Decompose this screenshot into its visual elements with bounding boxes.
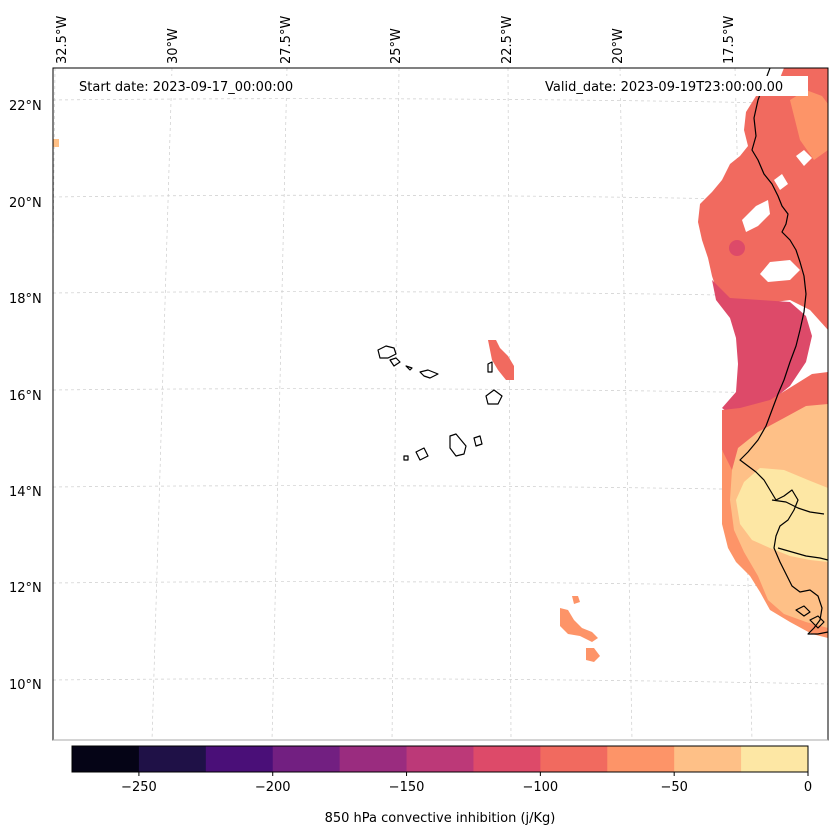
colorbar-tick-label-3: −100 — [523, 780, 559, 795]
longitude-labels: 32.5°W 30°W 27.5°W 25°W 22.5°W 20°W 17.5… — [55, 16, 737, 64]
island-sal — [487, 361, 493, 373]
island-brava — [403, 455, 409, 461]
lat-label-16n: 16°N — [9, 389, 42, 404]
cin-patch-east-islands — [488, 340, 514, 380]
cin-region-salmon-north — [790, 90, 828, 160]
colorbar-bin-9 — [674, 746, 742, 772]
cin-blob-magenta — [729, 240, 745, 256]
cin-region-north — [698, 68, 828, 330]
island-boa-vista — [485, 389, 503, 405]
colorbar-bin-6 — [473, 746, 541, 772]
lon-label-30w: 30°W — [166, 28, 181, 64]
colorbar-bin-3 — [272, 746, 341, 772]
colorbar — [71, 745, 809, 773]
colorbar-ticks: −250 −200 −150 −100 −50 0 — [121, 772, 812, 795]
island-fogo — [415, 447, 429, 461]
lat-label-22n: 22°N — [9, 99, 42, 114]
lon-label-17-5w: 17.5°W — [722, 16, 737, 64]
latitude-labels: 22°N 20°N 18°N 16°N 14°N 12°N 10°N — [9, 99, 42, 693]
start-date-label: Start date: 2023-09-17_00:00:00 — [79, 80, 293, 95]
valid-date-label: Valid_date: 2023-09-19T23:00:00.00 — [545, 80, 783, 95]
cin-patch-south-3 — [572, 596, 580, 604]
colorbar-tick-label-5: 0 — [804, 780, 812, 795]
lon-label-25w: 25°W — [389, 28, 404, 64]
lon-label-20w: 20°W — [611, 28, 626, 64]
cin-gap-1 — [742, 200, 770, 232]
colorbar-bin-4 — [339, 746, 408, 772]
colorbar-frame — [71, 745, 809, 773]
gridlines — [53, 68, 828, 740]
island-maio — [473, 435, 483, 447]
cin-gap-4 — [796, 150, 812, 166]
cin-patch-south-2 — [586, 648, 600, 662]
cin-patch-west — [53, 139, 59, 147]
colorbar-title: 850 hPa convective inhibition (j/Kg) — [325, 811, 556, 826]
island-santiago — [449, 433, 467, 457]
colorbar-bin-1 — [138, 746, 207, 772]
island-santo-antao — [377, 345, 397, 359]
lon-label-32-5w: 32.5°W — [55, 16, 70, 64]
cin-region-pale-yellow — [736, 468, 828, 562]
cin-field — [53, 68, 828, 662]
colorbar-bin-5 — [406, 746, 474, 772]
island-sao-vicente — [389, 357, 401, 367]
colorbar-tick-label-2: −150 — [389, 780, 425, 795]
africa-coastline — [739, 68, 828, 635]
guinea-bissau-islands — [795, 605, 825, 629]
colorbar-bin-2 — [205, 746, 274, 772]
cin-region-magenta — [712, 280, 812, 414]
casamance-coast — [777, 547, 828, 561]
colorbar-tick-label-4: −50 — [660, 780, 687, 795]
lat-label-12n: 12°N — [9, 581, 42, 596]
lat-label-10n: 10°N — [9, 678, 42, 693]
cin-patch-south — [560, 608, 598, 642]
colorbar-tick-label-1: −200 — [255, 780, 291, 795]
gambia-river — [771, 499, 825, 515]
colorbar-bin-0 — [72, 746, 140, 772]
coastlines — [377, 68, 828, 635]
colorbar-bin-10 — [741, 746, 809, 772]
cin-gap-3 — [774, 174, 788, 190]
lat-label-14n: 14°N — [9, 485, 42, 500]
lat-label-20n: 20°N — [9, 196, 42, 211]
island-sao-nicolau — [419, 369, 439, 379]
lat-label-18n: 18°N — [9, 292, 42, 307]
island-santa-luzia — [405, 365, 413, 371]
colorbar-tick-label-0: −250 — [121, 780, 157, 795]
colorbar-bin-8 — [607, 746, 675, 772]
start-date-box — [72, 76, 310, 96]
lon-label-27-5w: 27.5°W — [279, 16, 294, 64]
lon-label-22-5w: 22.5°W — [500, 16, 515, 64]
valid-date-box — [540, 76, 808, 96]
colorbar-bin-7 — [540, 746, 608, 772]
cin-gap-2 — [760, 260, 800, 282]
map-panel — [53, 68, 828, 740]
